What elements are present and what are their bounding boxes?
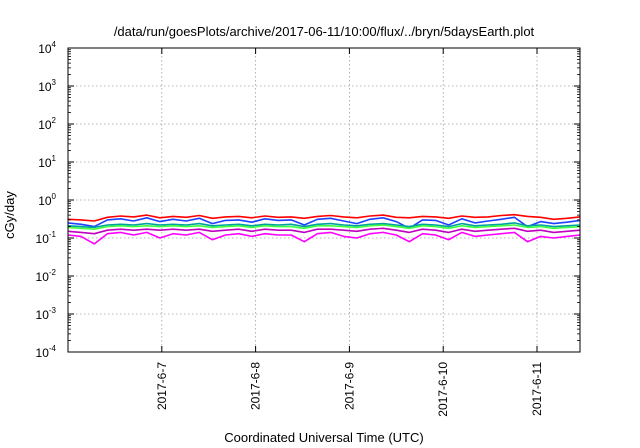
y-tick-label: 101 [38,154,56,170]
series-line [67,227,581,235]
series-lines [67,213,581,245]
y-tick-label: 100 [38,192,56,208]
y-tick-label: 103 [38,78,56,94]
y-tick-label: 10-3 [36,306,57,322]
series-line [67,216,581,230]
series-line [67,231,581,245]
x-tick-label: 2017-6-11 [530,362,544,416]
y-axis-label: cGy/day [2,191,17,239]
grid [68,48,580,352]
x-tick-label: 2017-6-9 [342,362,356,410]
x-axis-ticks: 2017-6-7 2017-6-8 2017-6-9 2017-6-10 2017-6-… [155,48,544,417]
x-axis-label: Coordinated Universal Time (UTC) [224,430,423,445]
y-tick-label: 10-1 [36,230,57,246]
chart-title: /data/run/goesPlots/archive/2017-06-11/1… [114,24,535,39]
series-line [67,222,581,229]
x-tick-label: 2017-6-7 [155,362,169,410]
y-tick-label: 10-2 [36,268,57,284]
y-tick-label: 104 [38,40,56,56]
y-axis-ticks: 10-4 10-3 10-2 10-1 100 101 102 103 104 [36,40,580,360]
x-tick-label: 2017-6-10 [436,362,450,417]
series-line [67,213,581,222]
y-tick-label: 10-4 [36,344,57,360]
series-line [67,224,581,230]
x-tick-label: 2017-6-8 [249,362,263,410]
y-tick-label: 102 [38,116,56,132]
